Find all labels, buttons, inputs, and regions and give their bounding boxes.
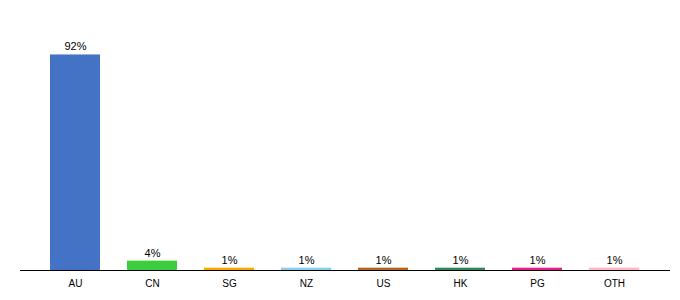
svg-text:HK: HK [454,278,468,289]
svg-text:OTH: OTH [604,278,625,289]
svg-text:AU: AU [69,278,83,289]
svg-text:1%: 1% [607,254,623,266]
svg-text:NZ: NZ [300,278,313,289]
svg-text:1%: 1% [222,254,238,266]
svg-text:1%: 1% [453,254,469,266]
svg-text:US: US [377,278,391,289]
svg-text:92%: 92% [64,40,86,52]
svg-text:1%: 1% [299,254,315,266]
svg-text:SG: SG [222,278,237,289]
svg-text:PG: PG [530,278,545,289]
svg-text:1%: 1% [376,254,392,266]
svg-text:CN: CN [145,278,159,289]
svg-text:1%: 1% [530,254,546,266]
svg-text:4%: 4% [145,247,161,259]
